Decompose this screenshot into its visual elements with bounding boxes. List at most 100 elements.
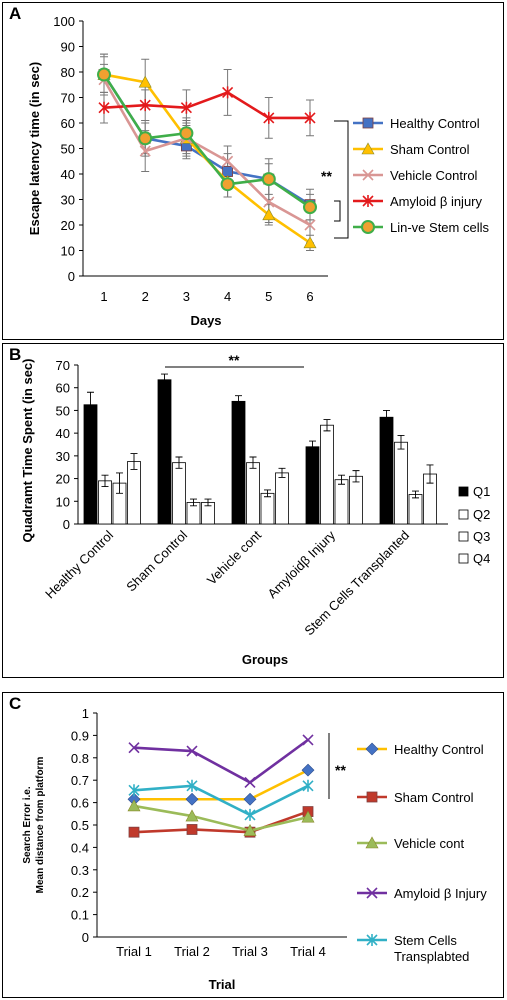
panel-c: 0 0.1 0.2 0.3 0.4 0.5 0.6 0.7 0.8 0.9 1 Trial 1 Tria… (2, 692, 504, 998)
data-point (302, 779, 314, 792)
x-tick-label: 5 (265, 289, 272, 304)
bar (379, 416, 394, 525)
x-tick-label: Trial 4 (290, 944, 326, 959)
y-tick-label: 60 (56, 381, 70, 396)
significance-annotation: ** (229, 352, 240, 368)
x-tick-label: 3 (183, 289, 190, 304)
data-point (186, 745, 198, 757)
panel-b: 0 10 20 30 40 50 60 70 Healthy Control Sham Contr… (2, 343, 504, 678)
y-tick-label: 40 (56, 426, 70, 441)
bar (394, 441, 408, 525)
data-point (220, 177, 235, 192)
data-point (128, 742, 140, 754)
y-tick-label: 0 (82, 930, 89, 945)
data-point (222, 166, 234, 177)
data-point (301, 810, 315, 823)
error-bar (175, 456, 183, 469)
y-axis-label: Escape latency time (in sec) (27, 62, 42, 235)
y-tick-label: 70 (61, 91, 75, 106)
legend-swatch-marker (362, 169, 374, 181)
error-bar (309, 440, 316, 453)
legend-label: Q1 (473, 484, 490, 499)
legend-swatch-marker (365, 836, 379, 849)
chart-c: 0 0.1 0.2 0.3 0.4 0.5 0.6 0.7 0.8 0.9 1 Trial 1 Tria… (22, 706, 487, 992)
series-line (133, 738, 309, 784)
y-tick-label: 0 (63, 517, 70, 532)
y-tick-label: 100 (53, 14, 75, 29)
bar (334, 479, 349, 525)
data-point (138, 75, 152, 88)
error-bar (249, 456, 257, 469)
legend-swatch-marker (366, 934, 378, 946)
series-line (102, 79, 311, 227)
data-point (243, 823, 257, 836)
x-tick-label: Trial 2 (174, 944, 210, 959)
data-point (139, 145, 151, 157)
error-bar (161, 373, 168, 386)
error-bar (204, 498, 212, 507)
series-line (103, 90, 310, 120)
y-tick-label: 50 (56, 403, 70, 418)
error-bar (87, 391, 94, 418)
y-tick-label: 30 (61, 193, 75, 208)
error-bar (383, 409, 390, 425)
legend-label: Sham Control (390, 142, 470, 157)
y-tick-label: 0.1 (71, 908, 89, 923)
y-tick-label: 70 (56, 358, 70, 373)
error-bar (190, 498, 197, 507)
legend-label: Amyloid β Injury (394, 886, 487, 901)
y-tick-label: 0.6 (71, 796, 89, 811)
legend-label-line: Transplabted (394, 949, 469, 964)
bar (172, 462, 186, 525)
bar (408, 494, 423, 525)
legend-swatch (458, 531, 469, 542)
category-label: Amyloidβ Injury (264, 527, 338, 601)
y-tick-label: 0.9 (71, 728, 89, 743)
x-axis-label: Groups (242, 652, 288, 667)
y-tick-label: 40 (61, 167, 75, 182)
x-tick-label: Trial 3 (232, 944, 268, 959)
legend-label: Lin-ve Stem cells (390, 220, 489, 235)
legend-swatch-marker (366, 887, 378, 899)
bar (157, 379, 172, 525)
category-label: Sham Control (123, 527, 190, 594)
bar (231, 400, 246, 525)
bar (83, 404, 98, 525)
panel-letter: A (9, 4, 22, 23)
x-tick-label: 6 (306, 289, 313, 304)
y-tick-label: 20 (56, 472, 70, 487)
panel-letter: C (9, 694, 22, 713)
category-label: Healthy Control (42, 527, 116, 601)
legend-swatch-marker (362, 117, 374, 129)
error-bar (130, 453, 138, 470)
data-point (138, 131, 153, 146)
legend-swatch-marker (362, 195, 374, 207)
legend-swatch-marker (365, 742, 379, 756)
series-line (133, 810, 309, 834)
error-bar (426, 464, 434, 484)
data-point (98, 101, 110, 114)
error-bar (352, 470, 360, 483)
y-tick-label: 90 (61, 40, 75, 55)
x-tick-label: 2 (142, 289, 149, 304)
data-point (222, 155, 234, 167)
significance-bracket (334, 120, 349, 239)
data-point (301, 763, 315, 777)
legend-swatch (458, 486, 469, 497)
panel-letter: B (9, 345, 22, 364)
chart-a: 0 10 20 30 40 50 60 70 80 90 100 1 2 3 4 5 6 Days Escape l… (27, 14, 489, 328)
y-tick-label: 60 (61, 116, 75, 131)
data-point (128, 784, 140, 797)
data-point (185, 792, 199, 806)
x-axis-label: Days (190, 313, 221, 328)
y-axis-label-line: Mean distance from platform (35, 757, 46, 894)
series-line (102, 73, 311, 209)
y-tick-label: 0.3 (71, 863, 89, 878)
data-point (244, 776, 256, 789)
data-point (262, 208, 276, 221)
bar (246, 462, 260, 525)
error-bar (278, 467, 286, 478)
data-point (302, 734, 314, 746)
data-point (186, 824, 198, 835)
x-tick-label: 4 (224, 289, 231, 304)
